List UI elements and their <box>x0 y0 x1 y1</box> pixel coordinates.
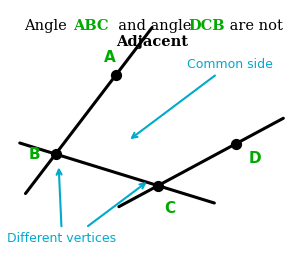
Text: are not: are not <box>225 19 283 33</box>
Text: ABC: ABC <box>73 19 109 33</box>
Text: Common side: Common side <box>132 58 272 138</box>
Point <box>156 184 161 188</box>
Text: DCB: DCB <box>188 19 225 33</box>
Text: A: A <box>104 49 116 65</box>
Text: C: C <box>164 201 175 217</box>
Text: Adjacent: Adjacent <box>116 35 188 49</box>
Text: and angle: and angle <box>109 19 196 33</box>
Text: Different vertices: Different vertices <box>7 170 116 245</box>
Text: D: D <box>248 151 261 167</box>
Point <box>53 152 58 156</box>
Point <box>234 142 239 146</box>
Text: B: B <box>29 147 40 161</box>
Point <box>113 73 118 77</box>
Text: Angle: Angle <box>24 19 72 33</box>
